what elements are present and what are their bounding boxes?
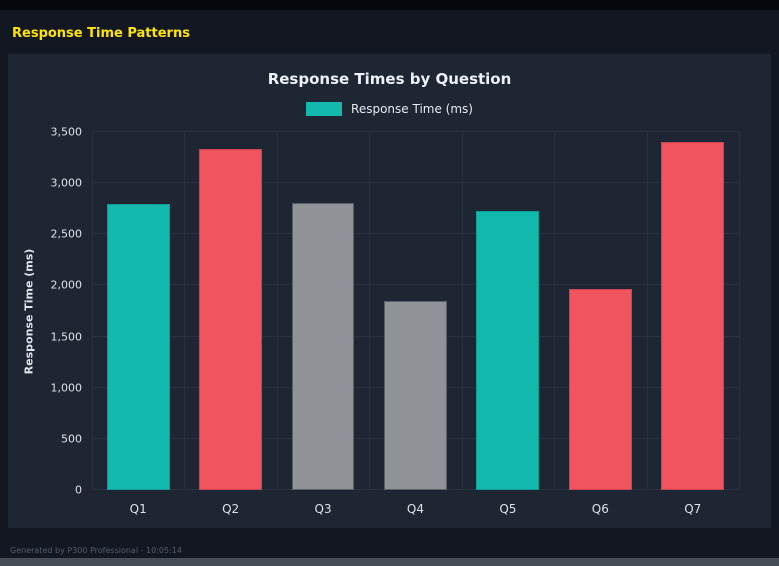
bar-cell	[184, 132, 276, 490]
bar-q4[interactable]	[384, 300, 447, 490]
gridline-h	[92, 182, 739, 184]
page-title: Response Time Patterns	[12, 26, 190, 41]
bar-cell	[554, 132, 646, 490]
x-tick-cell: Q3	[277, 490, 369, 528]
x-tick-cell: Q2	[184, 490, 276, 528]
window-top-strip	[0, 0, 779, 10]
bar-cell	[369, 132, 461, 490]
x-tick-label: Q3	[314, 502, 332, 516]
legend-label: Response Time (ms)	[351, 102, 473, 116]
bar-cell	[462, 132, 554, 490]
x-tick-label: Q6	[591, 502, 609, 516]
gridline-v	[92, 132, 93, 490]
chart-grid: Response Time (ms) 0 500 1,000 1,500 2,000 2,…	[14, 126, 761, 528]
x-tick-cell: Q5	[462, 490, 554, 528]
x-tick-label: Q4	[406, 502, 425, 516]
x-axis-labels: Q1 Q2 Q3 Q4 Q5 Q6 Q7	[92, 490, 739, 528]
y-axis-ticks: 0 500 1,000 1,500 2,000 2,500 3,000 3,500	[44, 126, 92, 497]
plot-right-padding	[739, 132, 761, 490]
gridline-v	[276, 132, 278, 490]
bar-q6[interactable]	[568, 289, 632, 490]
gridline-v	[369, 132, 371, 490]
y-axis-title: Response Time (ms)	[22, 248, 36, 374]
bars-layer	[92, 132, 739, 490]
y-tick-label: 2,500	[50, 227, 83, 241]
x-tick-cell: Q7	[647, 490, 739, 528]
gridline-h	[92, 284, 739, 286]
y-tick-label: 1,000	[50, 381, 83, 395]
y-tick-label: 3,000	[50, 176, 83, 190]
gridline-v	[461, 132, 463, 490]
y-tick-label: 2,000	[50, 278, 83, 292]
bottom-bar	[0, 558, 779, 566]
bar-q7[interactable]	[661, 142, 725, 490]
x-tick-cell: Q1	[92, 490, 184, 528]
y-tick-label: 0	[75, 483, 82, 497]
x-tick-label: Q2	[222, 502, 240, 516]
chart-legend: Response Time (ms)	[8, 102, 771, 116]
generated-by-note: Generated by P300 Professional - 10:05:1…	[10, 546, 182, 555]
x-tick-cell: Q6	[554, 490, 646, 528]
legend-item-response-time[interactable]: Response Time (ms)	[306, 102, 473, 116]
bar-cell	[647, 132, 739, 490]
x-tick-label: Q5	[499, 502, 517, 516]
x-tick-label: Q1	[129, 502, 147, 516]
bar-cell	[277, 132, 369, 490]
y-tick-label: 1,500	[50, 330, 83, 344]
bar-q5[interactable]	[476, 210, 540, 490]
gridline-v	[554, 132, 556, 490]
x-tick-label: Q7	[684, 502, 702, 516]
y-tick-label: 500	[61, 432, 82, 446]
gridline-v	[646, 132, 648, 490]
bar-q3[interactable]	[291, 203, 355, 490]
bar-cell	[92, 132, 184, 490]
plot-area	[92, 131, 740, 490]
bar-q2[interactable]	[199, 149, 263, 490]
gridline-h	[92, 233, 739, 235]
bar-q1[interactable]	[106, 203, 170, 490]
gridline-v	[739, 132, 740, 490]
y-tick-label: 3,500	[50, 125, 83, 139]
legend-swatch	[306, 102, 343, 116]
x-tick-cell: Q4	[369, 490, 461, 528]
chart-panel: Response Times by Question Response Time…	[8, 54, 771, 528]
gridline-v	[184, 132, 186, 490]
chart-title: Response Times by Question	[267, 70, 512, 88]
gridline-h	[92, 131, 739, 132]
y-axis-title-cell: Response Time (ms)	[14, 132, 44, 490]
